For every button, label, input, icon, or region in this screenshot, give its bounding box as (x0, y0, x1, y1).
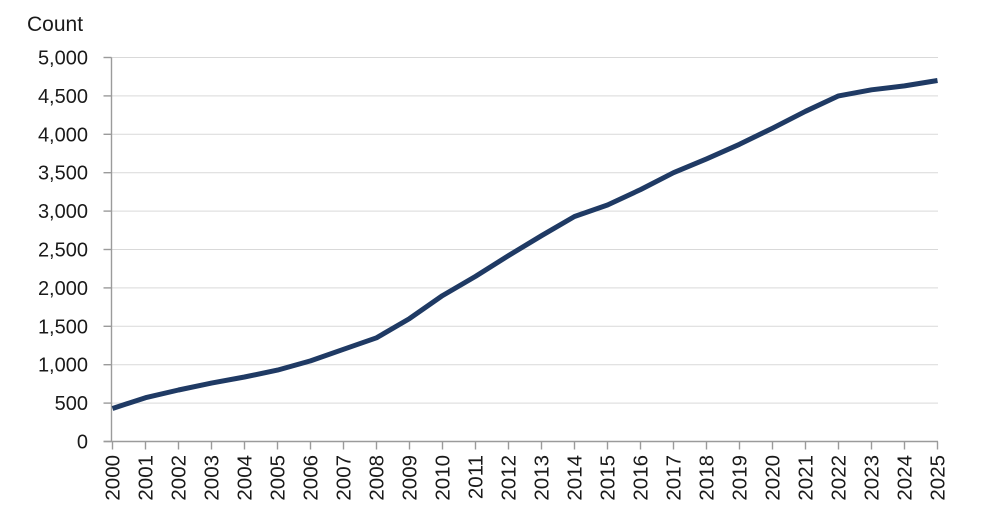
x-axis-tick-label: 2015 (597, 455, 620, 501)
y-axis-tick-label: 1,500 (38, 316, 88, 338)
count-trend-line (111, 78, 938, 411)
x-axis-tick-label: 2000 (102, 455, 125, 501)
x-axis-tick-label: 2006 (300, 455, 323, 501)
x-axis-tick-label: 2001 (135, 455, 158, 501)
y-axis-tick-label: 2,000 (38, 278, 88, 300)
y-axis-tick-label: 0 (77, 432, 88, 454)
x-axis-tick-label: 2017 (663, 455, 686, 501)
axis-tick-labels: 0 500 1,000 1,500 2,000 2,500 3,000 3,500 4,000 4… (38, 48, 950, 501)
axis-ticks (103, 56, 939, 450)
y-axis-tick-label: 3,000 (38, 201, 88, 223)
x-axis-tick-label: 2020 (762, 455, 785, 501)
y-axis-tick-label: 2,500 (38, 240, 88, 262)
x-axis-tick-label: 2011 (465, 455, 488, 499)
x-axis-tick-label: 2010 (432, 455, 455, 501)
x-axis-tick-label: 2024 (894, 455, 917, 501)
x-axis-tick-label: 2004 (234, 455, 257, 501)
x-axis-tick-label: 2014 (564, 455, 587, 501)
y-axis-tick-label: 500 (55, 393, 88, 415)
y-axis-tick-label: 4,500 (38, 86, 88, 108)
gridlines (111, 57, 938, 404)
x-axis-tick-label: 2007 (333, 455, 356, 501)
x-axis-tick-label: 2003 (201, 455, 224, 501)
x-axis-tick-label: 2012 (498, 455, 521, 501)
x-axis-tick-label: 2021 (795, 455, 818, 501)
x-axis-tick-label: 2008 (366, 455, 389, 501)
x-axis-tick-label: 2019 (729, 455, 752, 501)
x-axis-tick-label: 2016 (630, 455, 653, 501)
x-axis-tick-label: 2022 (828, 455, 851, 501)
y-axis-title: Count (27, 13, 83, 36)
x-axis-tick-label: 2023 (861, 455, 884, 501)
x-axis-tick-label: 2009 (399, 455, 422, 501)
x-axis-tick-label: 2005 (267, 455, 290, 501)
y-axis-tick-label: 5,000 (38, 48, 88, 70)
x-axis-tick-label: 2002 (168, 455, 191, 501)
y-axis-tick-label: 1,000 (38, 355, 88, 377)
y-axis-tick-label: 3,500 (38, 163, 88, 185)
x-axis-tick-label: 2025 (927, 455, 950, 501)
x-axis-tick-label: 2013 (531, 455, 554, 501)
x-axis-tick-label: 2018 (696, 455, 719, 501)
y-axis-tick-label: 4,000 (38, 124, 88, 146)
